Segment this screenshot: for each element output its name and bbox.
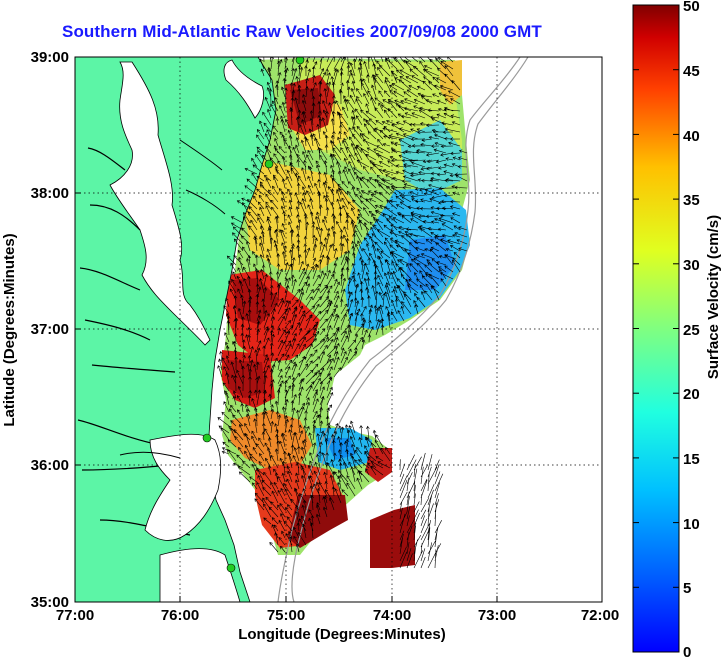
colorbar-label: Surface Velocity (cm/s) xyxy=(705,215,722,379)
colorbar xyxy=(632,4,680,653)
colorbar-tick-label: 35 xyxy=(683,192,700,209)
velocity-vector-arrows xyxy=(217,57,468,569)
colorbar-tick-labels: 50 45 40 35 30 25 20 15 10 5 0 xyxy=(683,0,700,659)
radar-stations xyxy=(202,57,305,573)
lat-tick-label: 39:00 xyxy=(31,49,69,66)
lon-tick-label: 73:00 xyxy=(478,607,516,624)
colorbar-tick-label: 15 xyxy=(683,451,700,468)
colorbar-tick-label: 25 xyxy=(683,322,700,339)
lon-tick-label: 74:00 xyxy=(373,607,411,624)
colorbar-tick-label: 5 xyxy=(683,580,691,597)
colorbar-tick-label: 10 xyxy=(683,516,700,533)
lat-lon-grid xyxy=(75,57,602,602)
longitude-tick-labels: 77:00 76:00 75:00 74:00 73:00 72:00 xyxy=(56,607,619,624)
radar-station-marker xyxy=(226,563,236,573)
lon-tick-label: 72:00 xyxy=(581,607,619,624)
lat-tick-label: 38:00 xyxy=(31,185,69,202)
bathymetry-contours xyxy=(277,57,529,602)
lon-tick-label: 76:00 xyxy=(161,607,199,624)
x-axis-label: Longitude (Degrees:Minutes) xyxy=(238,626,446,643)
colorbar-tick-label: 45 xyxy=(683,63,700,80)
colorbar-tick-label: 30 xyxy=(683,257,700,274)
colorbar-tick-label: 40 xyxy=(683,128,700,145)
colorbar-tick-label: 20 xyxy=(683,386,700,403)
colorbar-tick-label: 0 xyxy=(683,644,691,659)
lat-tick-label: 37:00 xyxy=(31,321,69,338)
radar-station-marker xyxy=(202,433,212,443)
velocity-vectors xyxy=(217,57,468,569)
velocity-field xyxy=(220,58,470,568)
lon-tick-label: 75:00 xyxy=(267,607,305,624)
latitude-tick-labels: 39:00 38:00 37:00 36:00 35:00 xyxy=(31,49,69,611)
lon-tick-label: 77:00 xyxy=(56,607,94,624)
radar-station-marker xyxy=(264,159,274,169)
lat-tick-label: 35:00 xyxy=(31,594,69,611)
map-title: Southern Mid-Atlantic Raw Velocities 200… xyxy=(62,22,542,41)
lat-tick-label: 36:00 xyxy=(31,457,69,474)
radar-station-marker xyxy=(295,57,305,65)
y-axis-label: Latitude (Degrees:Minutes) xyxy=(1,233,18,426)
colorbar-tick-label: 50 xyxy=(683,0,700,15)
